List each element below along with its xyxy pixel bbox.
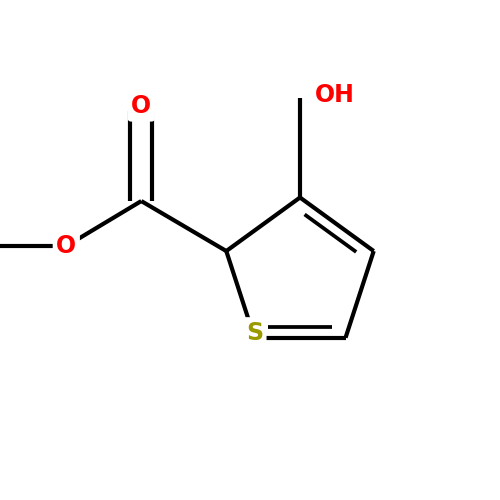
Text: O: O: [131, 94, 152, 118]
Text: O: O: [56, 234, 76, 258]
Text: S: S: [246, 320, 263, 344]
Text: OH: OH: [315, 83, 355, 107]
